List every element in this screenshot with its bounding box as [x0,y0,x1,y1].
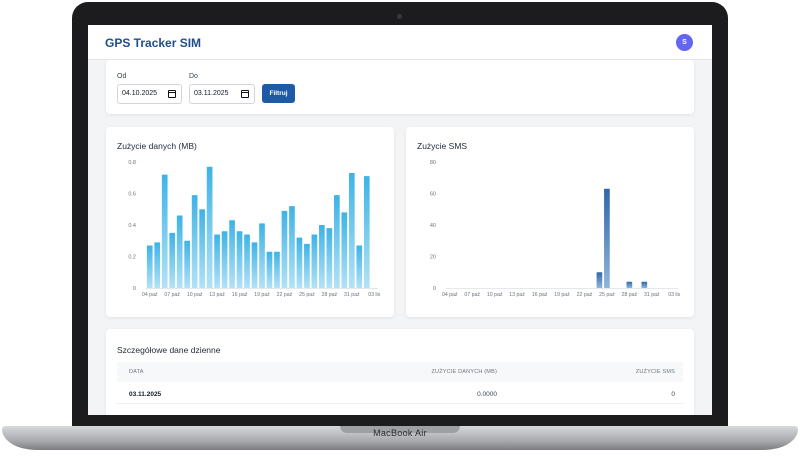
x-tick-label: 25 paź [299,292,315,298]
x-tick-label: 13 paź [509,292,525,298]
x-tick-label: 13 paź [209,292,225,298]
x-tick-label: 25 paź [599,292,615,298]
bar[interactable] [289,206,295,288]
bar[interactable] [191,195,198,288]
bar[interactable] [214,234,220,288]
data-usage-chart-title: Zużycie danych (MB) [117,141,197,151]
bar[interactable] [304,243,310,288]
bar[interactable] [199,209,205,288]
bar[interactable] [356,245,363,288]
bar[interactable] [348,173,355,288]
y-tick-label: 80 [430,160,436,166]
bar[interactable] [596,272,603,288]
bar[interactable] [604,188,610,288]
y-tick-label: 60 [430,192,436,198]
user-avatar[interactable]: S [676,34,693,51]
bar[interactable] [221,231,228,288]
from-date-input[interactable]: 04.10.2025 [117,84,182,104]
x-tick-label: 04 paź [442,292,458,298]
to-date-label: Do [189,73,198,80]
device-model-label: MacBook Air [373,428,427,438]
row-data-usage: 0.0000 [477,391,497,398]
bar[interactable] [311,234,318,288]
y-tick-label: 0 [433,286,436,292]
x-tick-label: 22 paź [277,292,293,298]
to-date-value: 03.11.2025 [194,90,229,97]
bar[interactable] [259,223,265,288]
bar[interactable] [296,237,303,288]
bar[interactable] [341,212,348,288]
x-tick-label: 28 paź [622,292,638,298]
x-tick-label: 10 paź [187,292,203,298]
bar[interactable] [161,174,168,288]
bar[interactable] [229,220,235,288]
sms-usage-chart-title: Zużycie SMS [417,141,468,151]
bar[interactable] [333,195,340,288]
sms-usage-chart: 0 20 40 60 80 04 paź 07 paź 10 paź 13 paź 16 paź 1… [430,160,681,298]
x-tick-label: 22 paź [577,292,593,298]
daily-details-card: Szczegółowe dane dzienne DATA ZUŻYCIE DA… [106,329,694,415]
x-tick-label: 07 paź [164,292,180,298]
table-row: 03.11.2025 0.0000 0 [117,384,683,404]
from-date-value: 04.10.2025 [122,90,158,97]
x-tick-label: 28 paź [322,292,338,298]
bar[interactable] [184,240,191,288]
bar[interactable] [281,210,288,288]
column-header-sms-usage[interactable]: ZUŻYCIE SMS [635,369,675,375]
row-sms-usage: 0 [671,391,675,398]
laptop-notch [340,426,460,433]
table-header: DATA ZUŻYCIE DANYCH (MB) ZUŻYCIE SMS [117,362,683,382]
bar[interactable] [274,251,280,288]
to-date-input[interactable]: 03.11.2025 [189,84,255,104]
bar[interactable] [363,176,370,288]
data-usage-chart: 0 0.2 0.4 0.6 0.8 04 paź 07 paź 10 paź 13 paź 16 … [128,160,381,298]
x-tick-label: 03 lis [368,292,381,298]
y-tick-label: 0.2 [128,255,136,261]
bar[interactable] [236,231,243,288]
x-tick-label: 07 paź [464,292,480,298]
x-tick-label: 19 paź [554,292,570,298]
bar[interactable] [146,245,153,288]
bar[interactable] [641,281,648,288]
app-title: GPS Tracker SIM [105,36,202,50]
sms-usage-chart-card: Zużycie SMS 0 20 40 60 80 04 paź 07 paź 10 paź 1… [406,127,694,317]
webcam-icon [397,14,402,19]
bar[interactable] [176,215,183,288]
filter-card: Od 04.10.2025 Do 03.11.2025 Filtruj [106,60,694,114]
from-date-label: Od [117,73,127,80]
bar[interactable] [244,234,250,288]
data-usage-chart-card: Zużycie danych (MB) 0 0.2 0.4 0.6 0.8 04 paź 0… [106,127,394,317]
row-date: 03.11.2025 [129,391,162,398]
app-screen: GPS Tracker SIM S Od 04.10.2025 Do 03.11… [88,25,712,415]
y-tick-label: 0.8 [128,160,136,166]
bar[interactable] [319,225,325,288]
calendar-icon[interactable] [168,90,176,98]
filter-button[interactable]: Filtruj [262,84,295,103]
column-header-data-usage[interactable]: ZUŻYCIE DANYCH (MB) [431,369,497,375]
x-tick-label: 31 paź [644,292,660,298]
bar[interactable] [626,281,633,288]
calendar-icon[interactable] [241,90,249,98]
column-header-date[interactable]: DATA [129,369,144,375]
bar[interactable] [326,228,333,288]
bar[interactable] [251,242,258,288]
bar[interactable] [169,232,176,288]
y-tick-label: 20 [430,255,436,261]
x-tick-label: 16 paź [532,292,548,298]
x-tick-label: 31 paź [344,292,360,298]
bar[interactable] [266,251,273,288]
x-tick-label: 16 paź [232,292,248,298]
y-tick-label: 40 [430,223,436,229]
bar[interactable] [206,166,213,288]
y-tick-label: 0.4 [128,223,136,229]
x-tick-label: 03 lis [668,292,681,298]
bar[interactable] [154,242,161,288]
x-tick-label: 19 paź [254,292,270,298]
x-tick-label: 04 paź [142,292,158,298]
y-tick-label: 0 [133,286,136,292]
daily-details-title: Szczegółowe dane dzienne [117,345,221,355]
app-header: GPS Tracker SIM S [88,25,712,60]
y-tick-label: 0.6 [128,192,136,198]
x-tick-label: 10 paź [487,292,503,298]
